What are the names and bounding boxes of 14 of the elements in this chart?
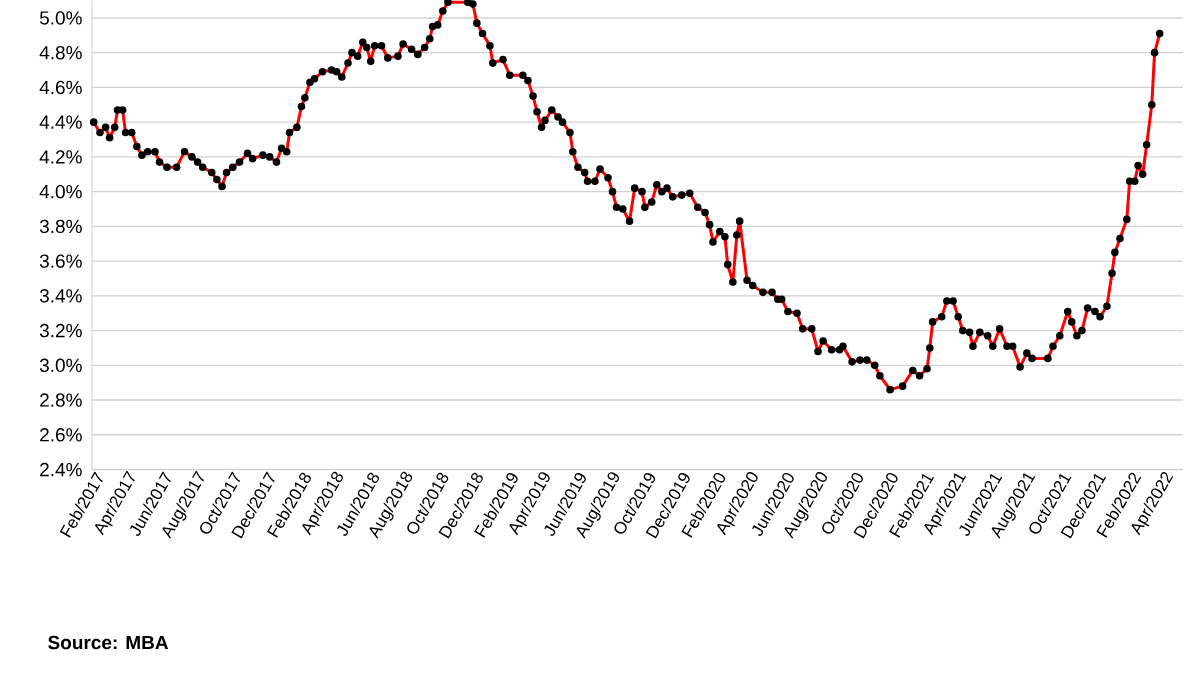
y-tick-label: 3.4% [39,289,82,303]
y-tick-label: 4.2% [39,150,82,164]
y-tick-label: 3.2% [39,324,82,338]
y-tick-label: 3.0% [39,358,82,373]
y-tick-label: 3.6% [39,254,82,269]
y-tick-label: 4.8% [39,46,82,60]
y-tick-label: 4.4% [39,115,82,130]
y-tick-label: 3.8% [39,219,82,234]
y-tick-label: 2.6% [40,428,82,442]
source-note: Source: MBA [48,636,169,650]
y-tick-label: 2.8% [40,393,82,408]
y-tick-label: 4.6% [39,80,82,95]
y-tick-label: 4.0% [39,185,82,199]
y-tick-label: 5.0% [39,11,82,25]
